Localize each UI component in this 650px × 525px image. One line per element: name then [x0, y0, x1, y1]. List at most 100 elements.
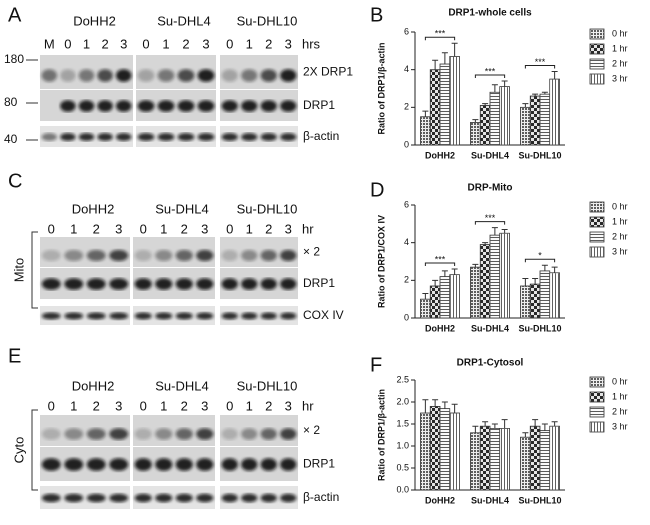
bar-pattern [430, 406, 440, 490]
y-tick-label: 2.5 [396, 374, 409, 384]
band-label: × 2 [303, 423, 320, 437]
bar-pattern [471, 433, 480, 490]
legend-pattern [590, 44, 604, 54]
fraction-label: Mito [11, 258, 26, 283]
blot-band [109, 278, 129, 290]
legend-pattern [590, 422, 604, 432]
significance-bracket [424, 36, 456, 41]
legend-pattern [590, 74, 604, 84]
blot-band [175, 312, 193, 320]
blot-band [155, 458, 173, 471]
legend-pattern [590, 59, 604, 69]
band-label: 2X DRP1 [303, 65, 353, 79]
lane-label: 2 [101, 36, 108, 51]
blot-band [64, 278, 84, 290]
error-bar [522, 277, 529, 286]
lane-label: M [44, 36, 55, 51]
blot-band [260, 249, 277, 262]
legend-pattern [590, 407, 604, 417]
blot-band [86, 278, 106, 290]
blot-band [97, 100, 113, 112]
blot-band [280, 312, 297, 320]
error-bar [522, 432, 529, 438]
error-bar [551, 266, 558, 273]
legend-label: 1 hr [612, 43, 628, 53]
error-bar [472, 263, 479, 268]
blot-background [220, 486, 298, 509]
error-bar [522, 103, 529, 108]
blot-band [78, 69, 95, 82]
bar-pattern [530, 96, 540, 145]
bar-pattern [500, 87, 509, 145]
cell-line-label: DoHH2 [73, 13, 116, 28]
blot-band [260, 69, 277, 82]
lane-label: 2 [93, 398, 100, 413]
blot-band [115, 69, 132, 82]
blot-background [40, 306, 130, 325]
bar-pattern [421, 117, 430, 145]
error-bar [501, 228, 508, 234]
blot-band [241, 69, 258, 82]
blot-band [221, 458, 238, 471]
error-bar [541, 264, 548, 271]
band-label: DRP1 [303, 457, 335, 471]
blot-band [221, 100, 238, 112]
lane-label: 1 [83, 36, 90, 51]
error-bar [451, 268, 458, 275]
blot-band [260, 428, 277, 440]
significance-label: *** [435, 29, 446, 39]
bar-pattern [450, 413, 459, 490]
error-bar [532, 277, 539, 285]
lane-label: 1 [246, 398, 253, 413]
x-tick-label: DoHH2 [425, 495, 455, 505]
error-bar [482, 103, 489, 106]
blot-band [41, 278, 61, 290]
lane-label: 2 [182, 36, 189, 51]
lane-label: 3 [285, 36, 292, 51]
lane-label: 2 [181, 398, 188, 413]
bar-pattern [521, 437, 530, 490]
blot-band [109, 249, 129, 262]
blot-band [280, 249, 297, 262]
blot-band [241, 249, 258, 262]
y-tick-label: 0 [404, 139, 409, 149]
cell-line-label: Su-DHL10 [237, 201, 298, 216]
x-tick-label: Su-DHL10 [518, 323, 561, 333]
blot-band [260, 312, 277, 320]
error-bar [551, 71, 558, 80]
blot-band [221, 312, 238, 320]
bar-pattern [500, 233, 509, 318]
significance-label: *** [485, 66, 496, 76]
blot-band [175, 249, 193, 262]
legend-pattern [590, 232, 604, 242]
blot-band [97, 133, 113, 141]
bar-pattern [490, 428, 500, 490]
error-bar [541, 91, 548, 95]
blot-band [196, 312, 214, 320]
lane-label: 3 [285, 398, 292, 413]
legend-label: 0 hr [612, 376, 628, 386]
blot-band [97, 69, 113, 82]
error-bar [451, 403, 458, 413]
blot-band [109, 458, 129, 471]
legend-pattern [590, 392, 604, 402]
lane-label: 1 [160, 221, 167, 236]
blot-band [260, 493, 277, 503]
blot-band [109, 493, 129, 503]
error-bar [441, 401, 448, 409]
legend-label: 1 hr [612, 391, 628, 401]
lane-label: 0 [142, 36, 149, 51]
bar-pattern [540, 271, 550, 318]
y-tick-label: 2 [404, 102, 409, 112]
blot-background [133, 486, 215, 509]
blot-band [280, 458, 297, 471]
bar-pattern [550, 273, 559, 318]
blot-band [41, 249, 61, 262]
band-label: β-actin [303, 129, 339, 143]
lane-label: 2 [265, 221, 272, 236]
blot-band [241, 100, 258, 112]
blot-band [197, 69, 215, 82]
cell-line-label: DoHH2 [72, 201, 115, 216]
blot-background [40, 486, 130, 509]
